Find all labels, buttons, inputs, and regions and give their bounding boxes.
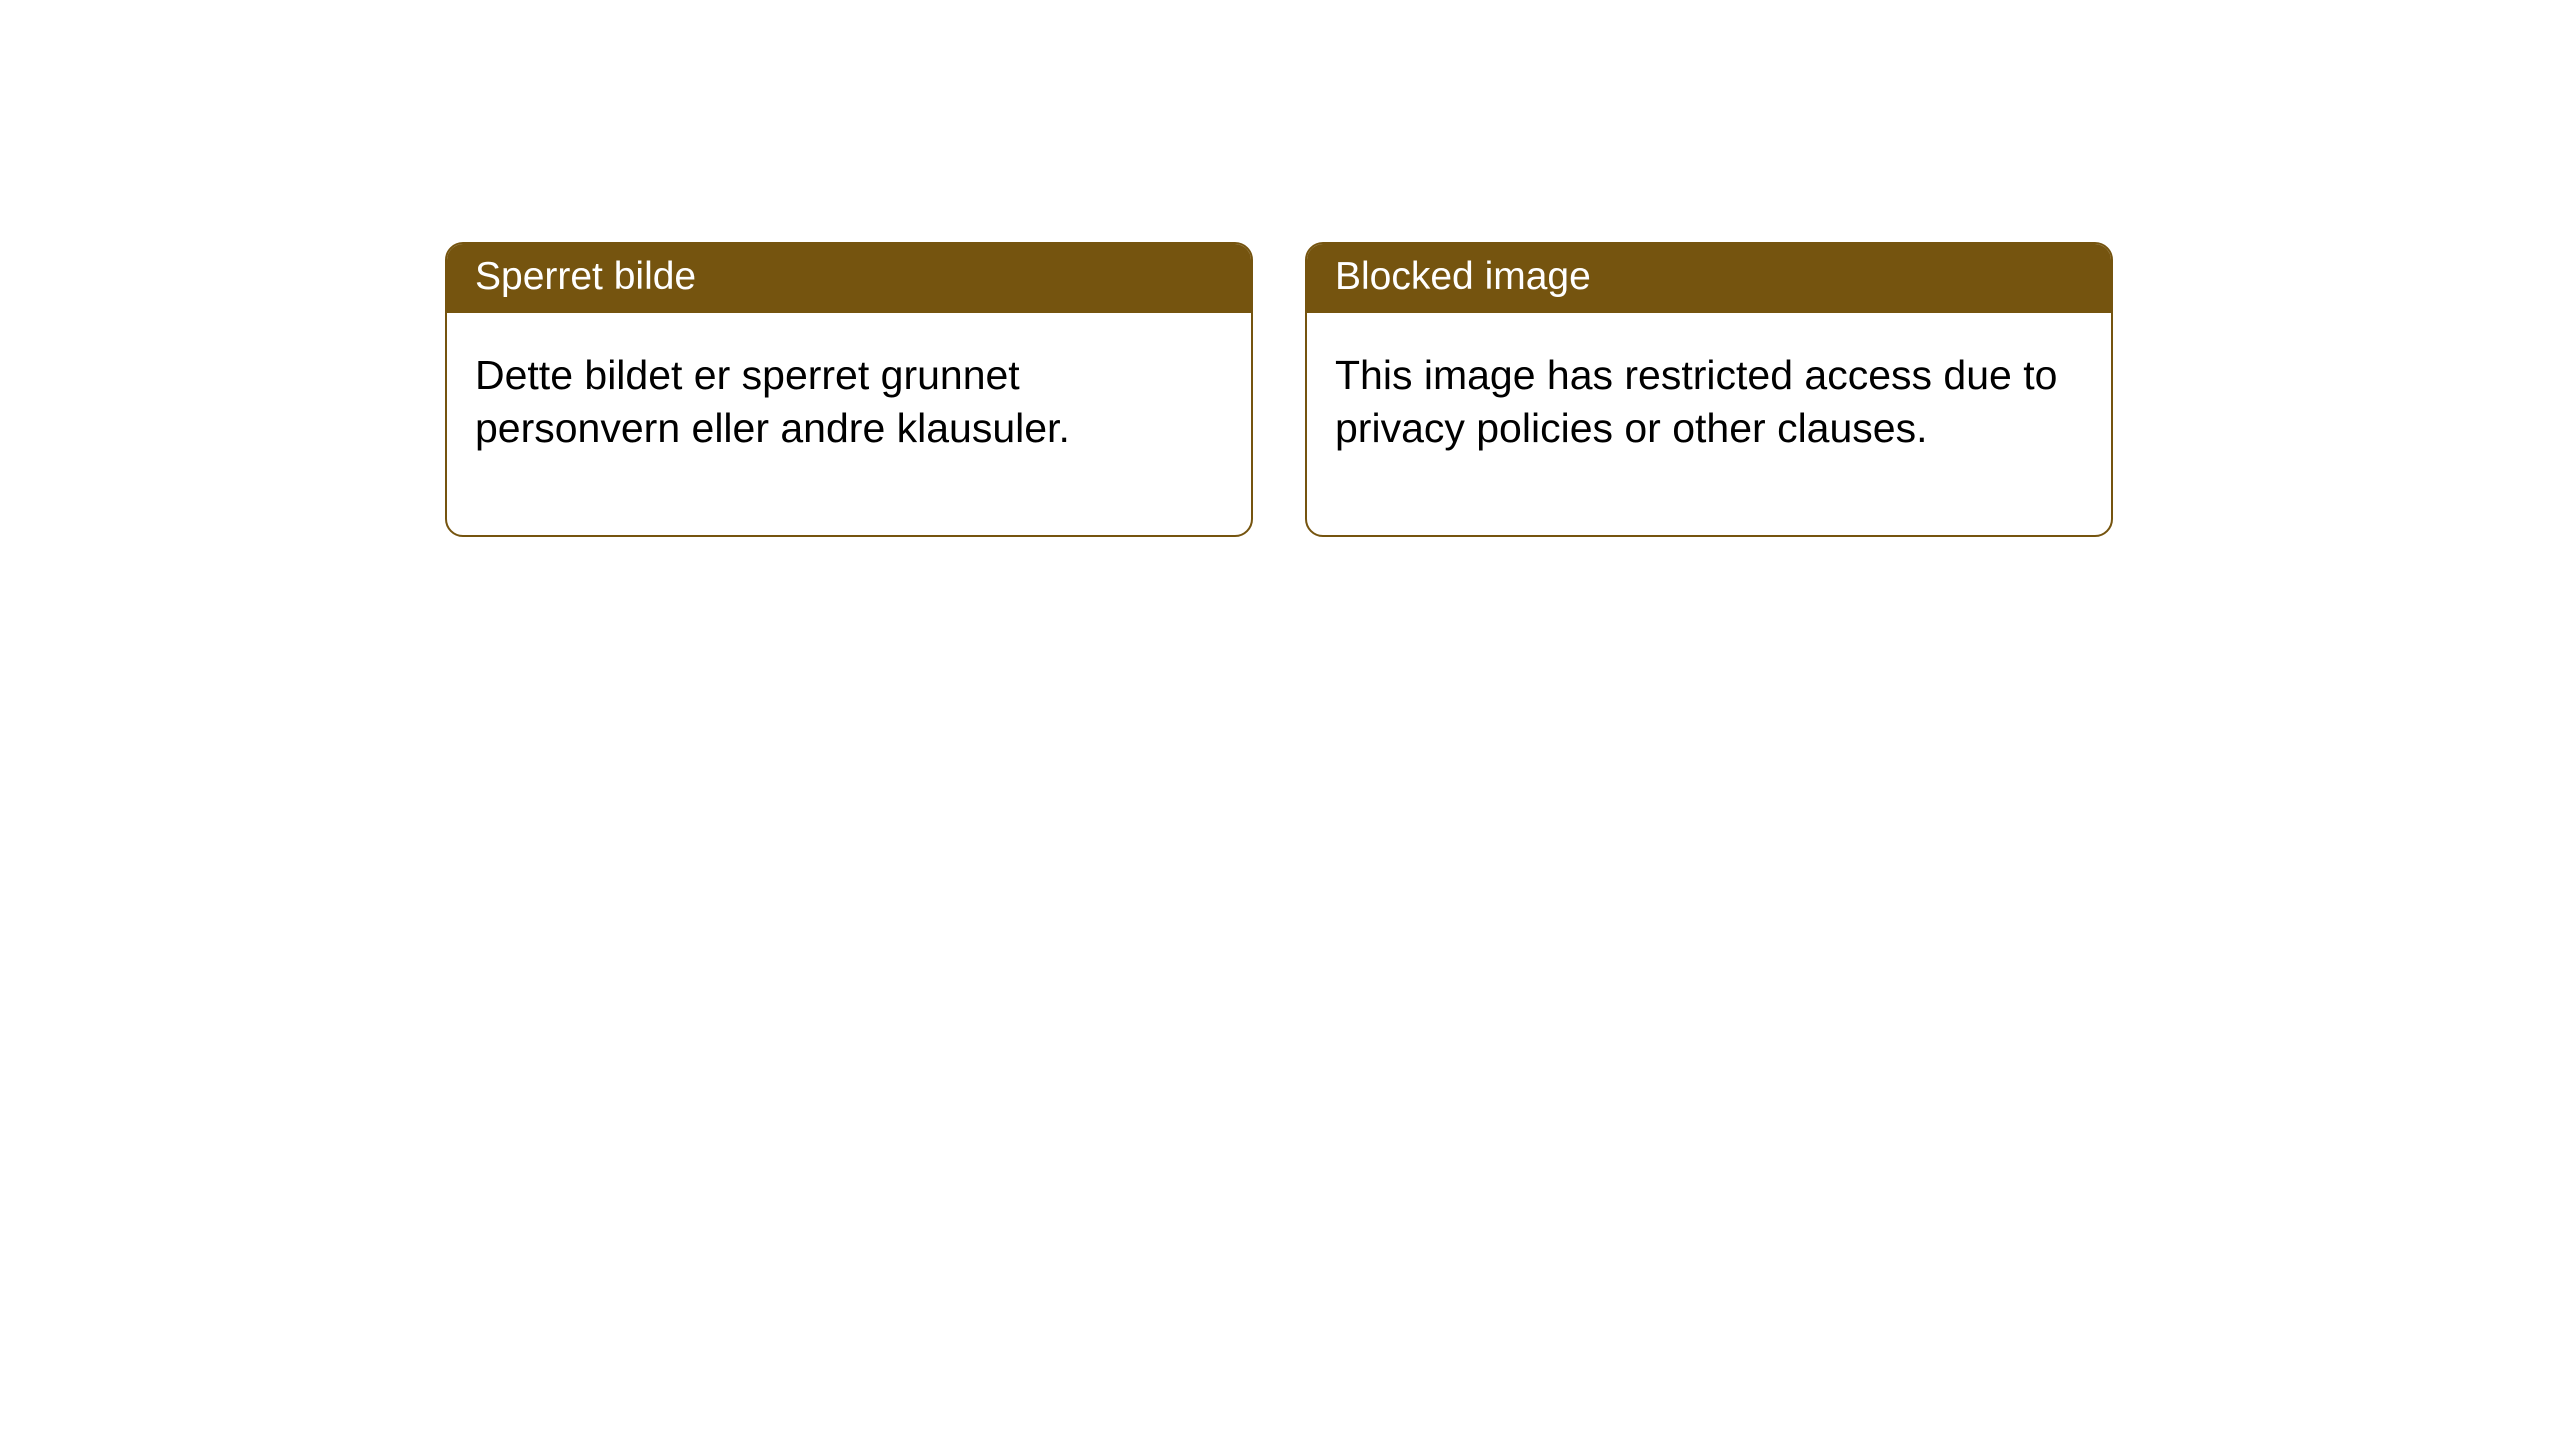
notice-card-body: This image has restricted access due to … — [1307, 313, 2111, 536]
notice-container: Sperret bilde Dette bildet er sperret gr… — [445, 242, 2113, 537]
notice-card-norwegian: Sperret bilde Dette bildet er sperret gr… — [445, 242, 1253, 537]
notice-card-title: Blocked image — [1307, 244, 2111, 313]
notice-card-body: Dette bildet er sperret grunnet personve… — [447, 313, 1251, 536]
notice-card-english: Blocked image This image has restricted … — [1305, 242, 2113, 537]
notice-card-title: Sperret bilde — [447, 244, 1251, 313]
